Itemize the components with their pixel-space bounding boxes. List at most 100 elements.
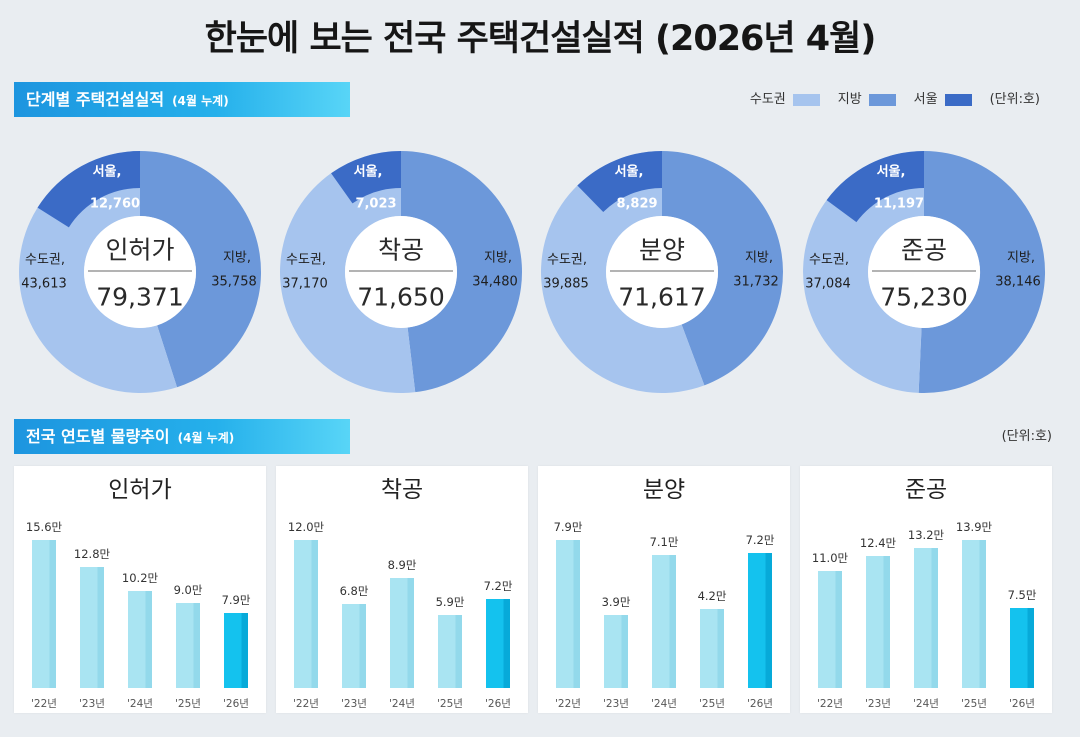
donut-value-metro: 37,084 bbox=[805, 277, 851, 292]
donut-center-title: 인허가 bbox=[105, 236, 174, 265]
bar-highlight bbox=[224, 613, 248, 688]
section-header-trend: 전국 연도별 물량추이 (4월 누계) bbox=[14, 419, 350, 454]
x-axis-label: '24년 bbox=[651, 698, 677, 710]
bar-value-label: 3.9만 bbox=[601, 594, 631, 609]
bar bbox=[604, 614, 628, 688]
bar-chart-title: 인허가 bbox=[108, 477, 172, 503]
bar-highlight bbox=[486, 599, 510, 688]
donut-segment-seoul bbox=[577, 151, 662, 212]
bar-value-label: 4.2만 bbox=[697, 589, 727, 604]
x-axis-label: '24년 bbox=[389, 698, 415, 710]
donut-segment-metro bbox=[280, 151, 416, 393]
section-subtitle: (4월 누계) bbox=[172, 94, 229, 108]
donut-center-title: 분양 bbox=[639, 236, 685, 265]
donut-value-seoul: 11,197 bbox=[874, 197, 924, 212]
donut-chart-starts: 서울, 7,023 수도권, 37,170 지방, 34,480 착공 71,650 bbox=[280, 151, 523, 393]
donut-label-seoul: 서울, bbox=[615, 164, 644, 180]
donut-label-region: 지방, bbox=[745, 251, 773, 266]
bar bbox=[32, 540, 56, 688]
x-axis-label: '25년 bbox=[961, 698, 987, 710]
donut-value-seoul: 8,829 bbox=[616, 197, 657, 212]
bar-value-label: 13.9만 bbox=[955, 520, 993, 534]
bar bbox=[176, 602, 200, 688]
x-axis-label: '23년 bbox=[79, 698, 105, 710]
bar bbox=[294, 540, 318, 688]
bar-value-label: 7.2만 bbox=[483, 579, 513, 594]
bar-value-label: 7.9만 bbox=[553, 520, 583, 534]
bar-value-label: 12.8만 bbox=[73, 546, 111, 561]
donut-value-region: 35,758 bbox=[211, 275, 257, 290]
bar bbox=[700, 609, 724, 688]
bar-chart-title: 준공 bbox=[904, 477, 948, 503]
bar-value-label: 7.5만 bbox=[1007, 588, 1037, 603]
bar-value-label: 7.1만 bbox=[649, 535, 679, 549]
donut-label-metro: 수도권, bbox=[286, 253, 326, 268]
x-axis-label: '25년 bbox=[175, 698, 201, 710]
bar-chart-completions: 준공 11.0만 '22년 12.4만 '23년 13.2만 '24년 13.9만 '25년 7… bbox=[800, 466, 1052, 713]
section-header-stage: 단계별 주택건설실적 (4월 누계) bbox=[14, 82, 350, 117]
unit-label: (단위:호) bbox=[989, 92, 1040, 107]
bar-value-label: 13.2만 bbox=[907, 527, 945, 542]
donut-hole bbox=[84, 216, 196, 328]
bar bbox=[914, 547, 938, 688]
donut-segment-region bbox=[918, 151, 1046, 393]
bar bbox=[80, 566, 104, 688]
legend-label: 수도권 bbox=[749, 92, 786, 107]
donut-chart-permits: 서울, 12,760 수도권, 43,613 지방, 35,758 인허가 79,371 bbox=[19, 151, 262, 393]
donut-value-seoul: 12,760 bbox=[90, 197, 140, 212]
bar-chart-starts: 착공 12.0만 '22년 6.8만 '23년 8.9만 '24년 5.9만 '25년 7.2만… bbox=[276, 466, 528, 713]
x-axis-label: '26년 bbox=[1009, 698, 1035, 710]
bar bbox=[438, 615, 462, 688]
legend-label: 지방 bbox=[837, 92, 862, 107]
section-title: 단계별 주택건설실적 bbox=[26, 90, 165, 109]
bar bbox=[866, 556, 890, 688]
donut-label-seoul: 서울, bbox=[354, 164, 383, 180]
legend-item-region: 지방 bbox=[838, 91, 896, 109]
donut-segment-region bbox=[401, 151, 523, 393]
donut-label-metro: 수도권, bbox=[547, 253, 587, 268]
donut-center-title: 준공 bbox=[901, 236, 947, 265]
donut-chart-completions: 서울, 11,197 수도권, 37,084 지방, 38,146 준공 75,230 bbox=[803, 151, 1046, 393]
donut-total: 79,371 bbox=[96, 283, 183, 312]
legend-swatch bbox=[944, 94, 972, 106]
x-axis-label: '25년 bbox=[699, 698, 725, 710]
donut-total: 71,617 bbox=[618, 283, 705, 312]
bar-highlight bbox=[1010, 608, 1034, 688]
bar bbox=[342, 604, 366, 688]
donut-center-title: 착공 bbox=[378, 236, 424, 265]
bar-value-label: 12.4만 bbox=[859, 536, 897, 550]
donut-segment-seoul bbox=[37, 151, 140, 228]
donut-label-metro: 수도권, bbox=[25, 253, 65, 268]
x-axis-label: '23년 bbox=[865, 698, 891, 710]
bar-value-label: 15.6만 bbox=[25, 520, 63, 534]
bar-value-label: 9.0만 bbox=[173, 582, 203, 597]
donut-segment-metro bbox=[803, 151, 924, 393]
donut-segment-seoul bbox=[826, 151, 924, 223]
x-axis-label: '26년 bbox=[485, 698, 511, 710]
x-axis-label: '24년 bbox=[913, 698, 939, 710]
bar-value-label: 5.9만 bbox=[435, 595, 465, 610]
bar bbox=[962, 540, 986, 688]
donut-segment-region bbox=[662, 151, 783, 386]
donut-label-seoul: 서울, bbox=[93, 164, 122, 180]
bar bbox=[128, 591, 152, 688]
x-axis-label: '26년 bbox=[747, 698, 773, 710]
bar-value-label: 10.2만 bbox=[121, 571, 159, 586]
x-axis-label: '24년 bbox=[127, 698, 153, 710]
donut-value-region: 38,146 bbox=[995, 275, 1041, 290]
bar bbox=[652, 555, 676, 688]
bar bbox=[818, 570, 842, 688]
x-axis-label: '22년 bbox=[555, 698, 581, 710]
bar bbox=[390, 578, 414, 688]
donut-charts: 서울, 12,760 수도권, 43,613 지방, 35,758 인허가 79,371 서울,… bbox=[19, 151, 1046, 393]
donut-chart-sales: 서울, 8,829 수도권, 39,885 지방, 31,732 분양 71,617 bbox=[540, 151, 783, 393]
bar-value-label: 8.9만 bbox=[387, 558, 417, 573]
legend-item-seoul: 서울 bbox=[914, 91, 972, 109]
bar-highlight bbox=[748, 553, 772, 688]
donut-value-metro: 37,170 bbox=[282, 277, 328, 292]
bar-value-label: 7.9만 bbox=[221, 593, 251, 608]
donut-value-metro: 43,613 bbox=[21, 277, 67, 292]
donut-value-region: 31,732 bbox=[733, 275, 779, 290]
donut-value-metro: 39,885 bbox=[543, 277, 589, 292]
x-axis-label: '23년 bbox=[603, 698, 629, 710]
